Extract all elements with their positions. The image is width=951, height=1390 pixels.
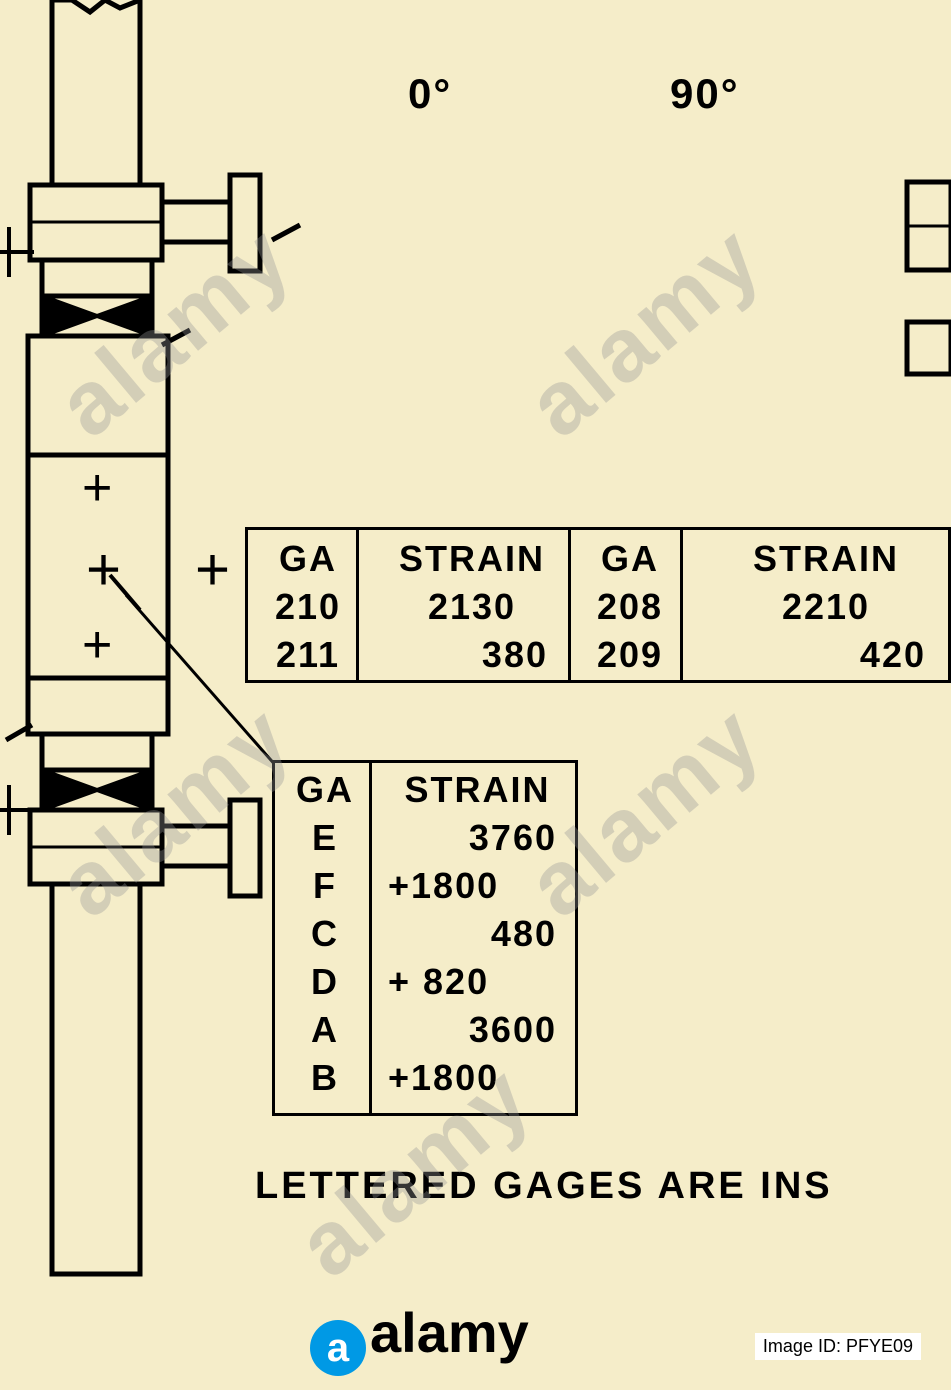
table-cell: +1800 xyxy=(380,1057,575,1099)
table-cell: 2130 xyxy=(376,586,568,628)
strain-table-lettered: GA STRAIN E 3760 F +1800 C 480 D + 820 A… xyxy=(272,760,578,1116)
table-cell: 211 xyxy=(260,634,356,676)
table-header: GA xyxy=(285,769,365,811)
table-header: GA xyxy=(580,538,680,580)
table-cell: 380 xyxy=(376,634,568,676)
table-cell: F xyxy=(285,865,365,907)
table-cell: 3600 xyxy=(380,1009,575,1051)
table-cell: 2210 xyxy=(706,586,946,628)
table-cell: C xyxy=(285,913,365,955)
table-header: STRAIN xyxy=(376,538,568,580)
table-cell: 480 xyxy=(380,913,575,955)
footer-caption: LETTERED GAGES ARE INS xyxy=(255,1165,833,1208)
table-header: GA xyxy=(260,538,356,580)
plus-marker: + xyxy=(195,535,230,604)
table-cell: A xyxy=(285,1009,365,1051)
table-header: STRAIN xyxy=(380,769,575,811)
plus-marker: + xyxy=(82,615,112,675)
table-header: STRAIN xyxy=(706,538,946,580)
table-cell: B xyxy=(285,1057,365,1099)
table-cell: 209 xyxy=(580,634,680,676)
table-cell: 210 xyxy=(260,586,356,628)
strain-table-wide: GA STRAIN GA STRAIN 210 2130 208 2210 21… xyxy=(245,527,951,683)
table-cell: 3760 xyxy=(380,817,575,859)
alamy-logo-text: alamy xyxy=(370,1301,529,1364)
table-cell: 420 xyxy=(706,634,946,676)
table-cell: +1800 xyxy=(380,865,575,907)
plus-marker: + xyxy=(82,458,112,518)
alamy-logo: aalamy xyxy=(310,1300,610,1370)
table-cell: E xyxy=(285,817,365,859)
alamy-logo-icon: a xyxy=(310,1320,366,1376)
table-cell: 208 xyxy=(580,586,680,628)
table-cell: + 820 xyxy=(380,961,575,1003)
image-id: Image ID: PFYE09 xyxy=(755,1333,921,1360)
crosshair-marker xyxy=(0,227,34,277)
table-cell: D xyxy=(285,961,365,1003)
plus-marker: + xyxy=(86,535,121,604)
crosshair-marker xyxy=(0,785,34,835)
